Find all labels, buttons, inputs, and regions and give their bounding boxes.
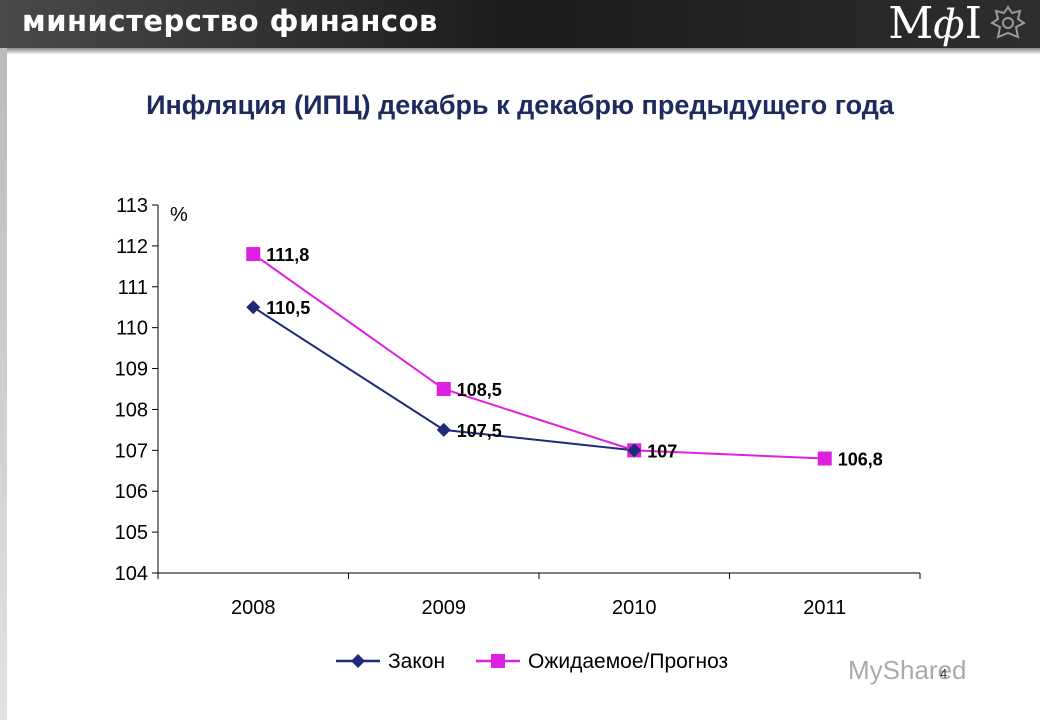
y-tick-label: 111: [118, 277, 148, 299]
y-tick-label: 107: [115, 440, 148, 462]
eagle-emblem-icon: [990, 5, 1026, 39]
y-tick-label: 112: [116, 236, 148, 258]
slide-number: 4: [940, 666, 948, 681]
y-axis-unit-label: %: [170, 204, 188, 226]
data-label: 106,8: [838, 450, 883, 470]
zakon-point: [627, 443, 642, 458]
data-label: 110,5: [266, 298, 310, 318]
y-tick-label: 109: [115, 359, 148, 381]
data-label: 111,8: [266, 245, 309, 265]
legend-marker-prognoz: [491, 654, 505, 668]
legend-label-prognoz: Ожидаемое/Прогноз: [528, 650, 728, 673]
zakon-point: [246, 300, 261, 315]
y-tick-label: 106: [115, 481, 148, 503]
header-shadow: [0, 48, 1040, 54]
series-line-prognoz: [252, 253, 825, 460]
logo-letter-phi: ф: [933, 2, 965, 48]
x-tick-label: 2010: [612, 597, 657, 619]
x-tick-label: 2009: [422, 597, 467, 619]
y-tick-label: 113: [116, 195, 148, 217]
x-tick-label: 2008: [231, 597, 276, 619]
y-tick-label: 110: [116, 318, 148, 340]
chart-title: Инфляция (ИПЦ) декабрь к декабрю предыду…: [146, 90, 894, 120]
header-bar: министерство финансов МфI: [0, 0, 1040, 48]
data-label: 107: [647, 441, 677, 461]
prognoz-point: [246, 247, 261, 262]
logo-letter-bar: I: [964, 0, 982, 49]
y-tick-label: 105: [115, 522, 148, 544]
legend-label-zakon: Закон: [388, 650, 445, 673]
logo-letter-m: М: [888, 0, 934, 49]
watermark-text: MyShared: [848, 655, 967, 685]
data-label: 107,5: [457, 421, 502, 441]
legend-marker-zakon: [351, 654, 365, 668]
y-tick-label: 108: [115, 399, 148, 421]
ministry-title: министерство финансов: [22, 4, 438, 38]
x-tick-label: 2011: [803, 597, 846, 619]
prognoz-point: [436, 382, 451, 396]
y-tick-label: 104: [115, 563, 148, 585]
left-border: [0, 48, 7, 720]
data-label: 108,5: [457, 380, 502, 400]
watermark-logo: MyShared: [848, 655, 967, 686]
prognoz-point: [817, 451, 832, 466]
ministry-logo: МфI: [888, 0, 982, 49]
zakon-point: [436, 422, 451, 437]
